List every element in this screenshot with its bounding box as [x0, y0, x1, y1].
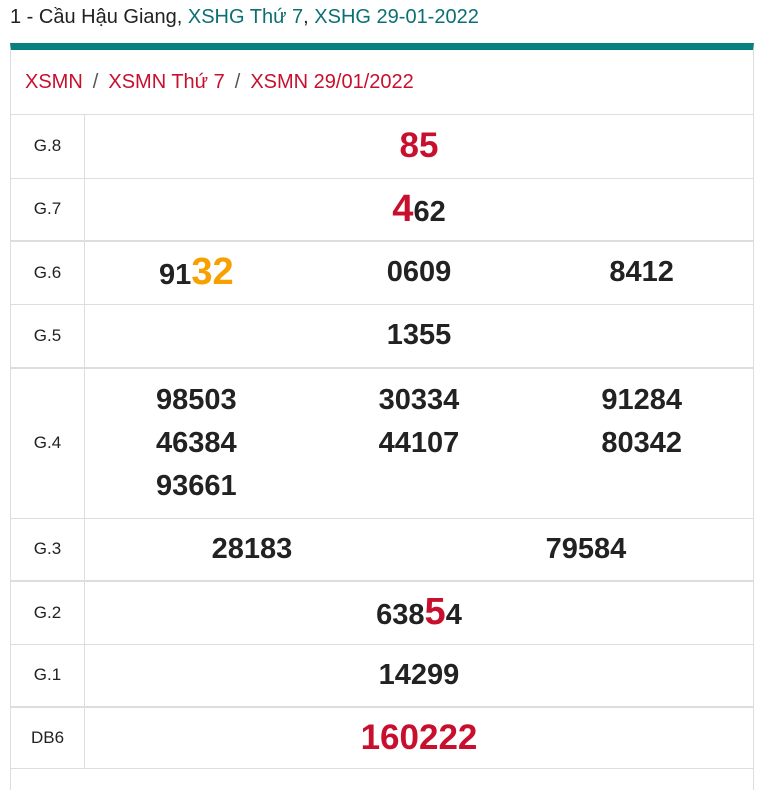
prize-label: G.3	[11, 518, 85, 582]
prize-number: 8412	[530, 256, 753, 289]
prize-number: 9132	[85, 251, 308, 294]
prize-label: G.4	[11, 368, 85, 519]
prize-values: 98503 30334 91284 46384 44107 80342 93661	[84, 368, 753, 519]
number-digits: 14299	[378, 658, 460, 691]
prize-grid: 85	[85, 126, 753, 166]
prize-row: G.4 98503 30334 91284 46384 44107 80342 93661	[11, 368, 753, 519]
number-digits: 1355	[386, 319, 452, 352]
prize-label: G.1	[11, 644, 85, 708]
number-digits: 46384	[156, 426, 237, 459]
number-digits: 91	[159, 259, 192, 292]
number-digits: 44107	[378, 426, 460, 459]
highlighted-digits: 160222	[360, 717, 478, 757]
prize-values: 160222	[84, 707, 753, 769]
prize-label: G.5	[11, 304, 85, 369]
breadcrumb-xsmn-weekday[interactable]: XSMN Thứ 7	[108, 71, 225, 93]
number-digits: 80342	[601, 426, 682, 459]
prize-values: 85	[84, 115, 753, 179]
prize-number: 30334	[308, 379, 531, 422]
prize-row: DB6 160222	[11, 707, 753, 769]
prize-grid: 160222	[85, 718, 753, 758]
prize-grid: 9132 0609 8412	[85, 251, 753, 294]
prize-label: G.7	[11, 178, 85, 242]
title-prefix: 1 - Cầu Hậu Giang,	[10, 6, 188, 28]
prize-values: 63854	[84, 581, 753, 645]
highlighted-digits: 4	[392, 187, 414, 230]
title-comma: ,	[303, 6, 315, 28]
number-digits: 79584	[545, 532, 627, 565]
prize-number: 28183	[85, 533, 419, 566]
prize-grid: 462	[85, 188, 753, 231]
prize-row: G.8 85	[11, 115, 753, 179]
results-table: G.8 85 G.7 462 G.6 9132 0609 8412 G.5 1355 G.4 9850…	[11, 115, 753, 769]
breadcrumb-xsmn[interactable]: XSMN	[25, 71, 83, 93]
prize-row: G.7 462	[11, 178, 753, 242]
prize-number: 46384	[85, 422, 308, 465]
number-digits: 4	[445, 599, 462, 632]
prize-number: 160222	[85, 718, 753, 758]
highlighted-digits: 5	[424, 591, 446, 634]
prize-values: 462	[84, 178, 753, 242]
number-digits: 0609	[386, 256, 452, 289]
highlighted-digits: 85	[399, 126, 439, 166]
prize-row: G.1 14299	[11, 644, 753, 708]
number-digits: 93661	[156, 469, 237, 502]
prize-label: DB6	[11, 707, 85, 769]
prize-number: 85	[85, 126, 753, 166]
number-digits: 30334	[378, 383, 460, 416]
number-digits: 28183	[211, 532, 293, 565]
prize-grid: 63854	[85, 591, 753, 634]
xshg-date-link[interactable]: XSHG 29-01-2022	[314, 6, 479, 28]
breadcrumb-sep: /	[92, 71, 99, 93]
prize-row: G.6 9132 0609 8412	[11, 241, 753, 305]
prize-grid: 1355	[85, 319, 753, 352]
number-digits: 8412	[609, 256, 674, 289]
breadcrumb-xsmn-date[interactable]: XSMN 29/01/2022	[250, 71, 414, 93]
prize-number: 91284	[530, 379, 753, 422]
results-box: XSMN / XSMN Thứ 7 / XSMN 29/01/2022 G.8 85 G.7…	[10, 43, 754, 790]
prize-number: 93661	[85, 465, 308, 508]
page-title: 1 - Cầu Hậu Giang, XSHG Thứ 7, XSHG 29-0…	[10, 6, 479, 29]
prize-number: 462	[85, 188, 753, 231]
prize-number: 14299	[85, 659, 753, 692]
prize-grid: 98503 30334 91284 46384 44107 80342 93661	[85, 379, 753, 508]
prize-values: 28183 79584	[84, 518, 753, 582]
prize-row: G.2 63854	[11, 581, 753, 645]
number-digits: 638	[376, 599, 425, 632]
breadcrumb-sep: /	[234, 71, 241, 93]
prize-label: G.2	[11, 581, 85, 645]
number-digits: 91284	[601, 383, 682, 416]
prize-values: 14299	[84, 644, 753, 708]
prize-label: G.8	[11, 115, 85, 179]
prize-number: 63854	[85, 591, 753, 634]
prize-number: 79584	[419, 533, 753, 566]
prize-grid: 14299	[85, 659, 753, 692]
prize-number: 44107	[308, 422, 531, 465]
prize-number: 98503	[85, 379, 308, 422]
xshg-weekday-link[interactable]: XSHG Thứ 7	[187, 6, 304, 28]
highlighted-digits: 32	[191, 251, 234, 294]
prize-row: G.5 1355	[11, 304, 753, 369]
number-digits: 62	[413, 195, 446, 228]
prize-values: 9132 0609 8412	[84, 241, 753, 305]
prize-row: G.3 28183 79584	[11, 518, 753, 582]
breadcrumb: XSMN / XSMN Thứ 7 / XSMN 29/01/2022	[11, 50, 753, 115]
number-digits: 98503	[156, 383, 237, 416]
prize-grid: 28183 79584	[85, 533, 753, 566]
prize-number: 1355	[85, 319, 753, 352]
prize-number: 80342	[530, 422, 753, 465]
prize-values: 1355	[84, 304, 753, 369]
prize-label: G.6	[11, 241, 85, 305]
prize-number: 0609	[308, 256, 531, 289]
